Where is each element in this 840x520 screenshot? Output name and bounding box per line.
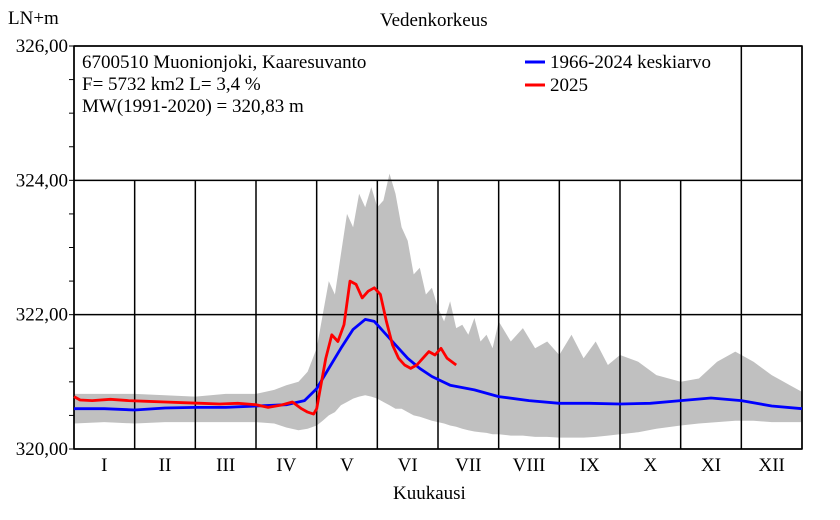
month-label: VII [455, 455, 481, 476]
month-label: IX [580, 455, 600, 476]
y-tick-label: 324,00 [16, 170, 68, 191]
month-label: V [340, 455, 354, 476]
series-line-2 [73, 279, 458, 416]
series-line-1 [74, 318, 803, 412]
y-axis-title: LN+m [8, 8, 59, 29]
series-layer [73, 279, 803, 416]
month-label: IV [276, 455, 296, 476]
y-tick-label: 322,00 [16, 305, 68, 326]
month-label: X [643, 455, 657, 476]
x-axis-title: Kuukausi [393, 483, 466, 504]
info-line: MW(1991-2020) = 320,83 m [82, 96, 304, 117]
legend-label: 2025 [550, 75, 588, 96]
legend-box [518, 48, 740, 94]
y-tick-label: 326,00 [16, 36, 68, 57]
month-label: II [159, 455, 172, 476]
grid-layer [69, 45, 803, 450]
info-line: 6700510 Muonionjoki, Kaaresuvanto [82, 52, 366, 73]
legend-label: 1966-2024 keskiarvo [550, 52, 711, 73]
y-tick-label: 320,00 [16, 439, 68, 460]
month-label: VIII [513, 455, 546, 476]
info-box [76, 48, 344, 122]
info-line: F= 5732 km2 L= 3,4 % [82, 74, 261, 95]
chart-title: Vedenkorkeus [380, 10, 488, 31]
month-label: III [216, 455, 235, 476]
month-label: I [101, 455, 107, 476]
month-label: VI [398, 455, 418, 476]
month-label: XII [758, 455, 784, 476]
month-label: XI [701, 455, 721, 476]
